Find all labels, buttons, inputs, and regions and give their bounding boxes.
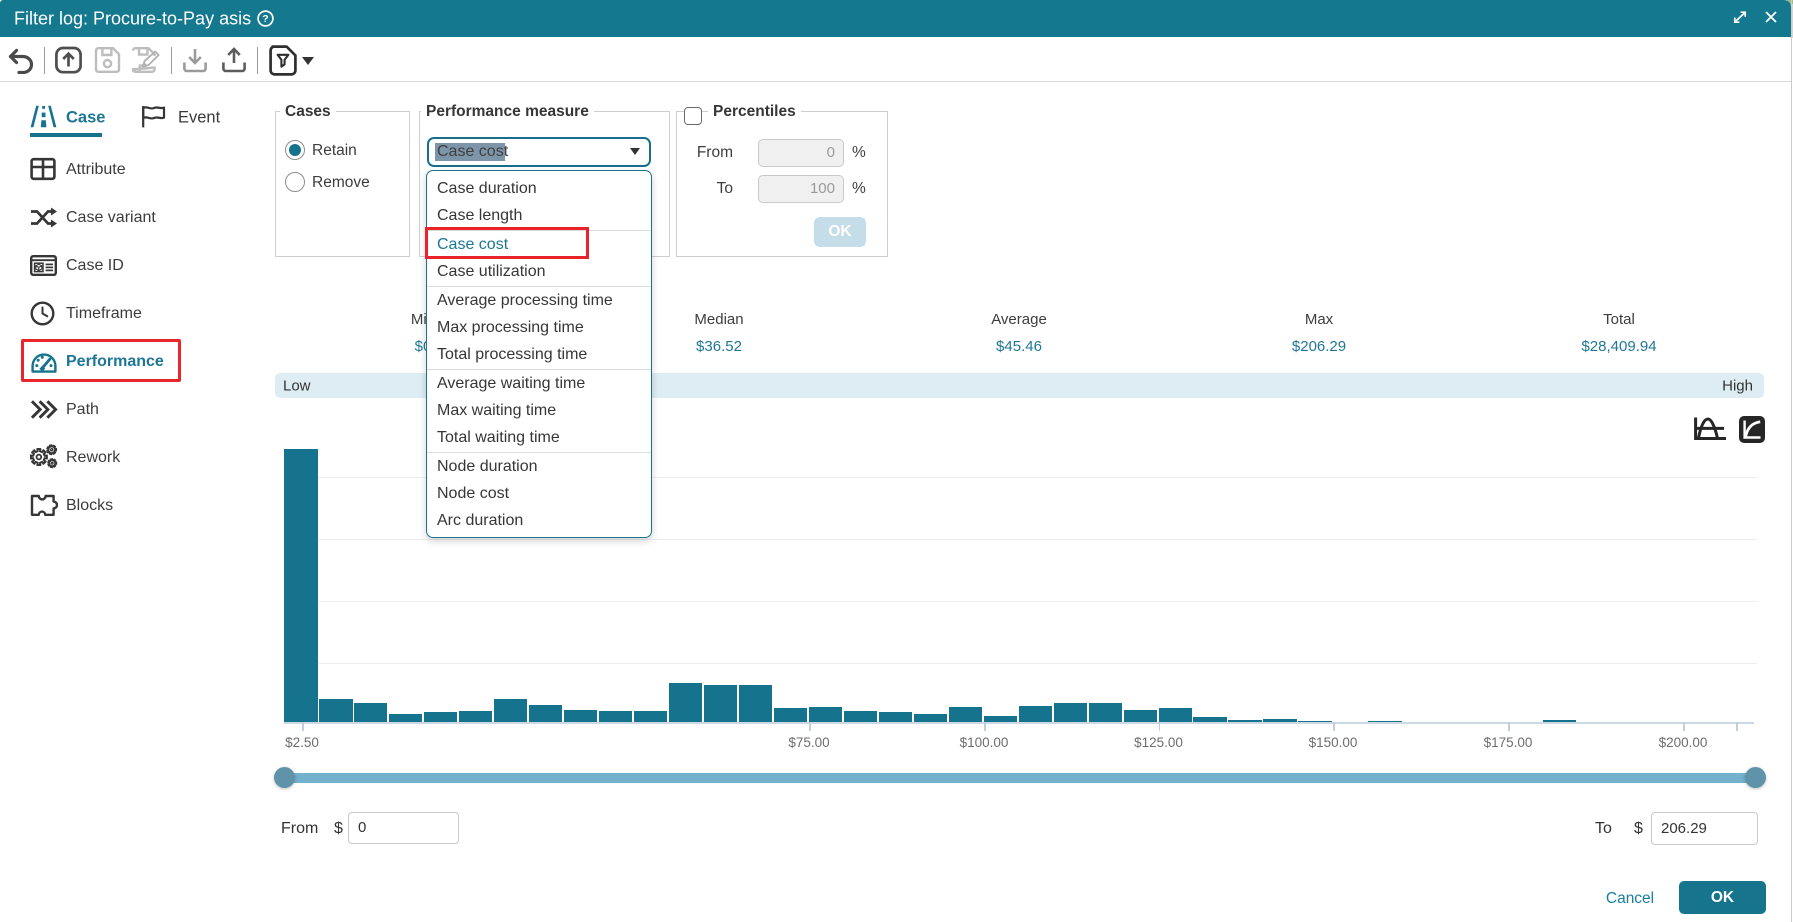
svg-text:?: ?	[262, 13, 268, 25]
